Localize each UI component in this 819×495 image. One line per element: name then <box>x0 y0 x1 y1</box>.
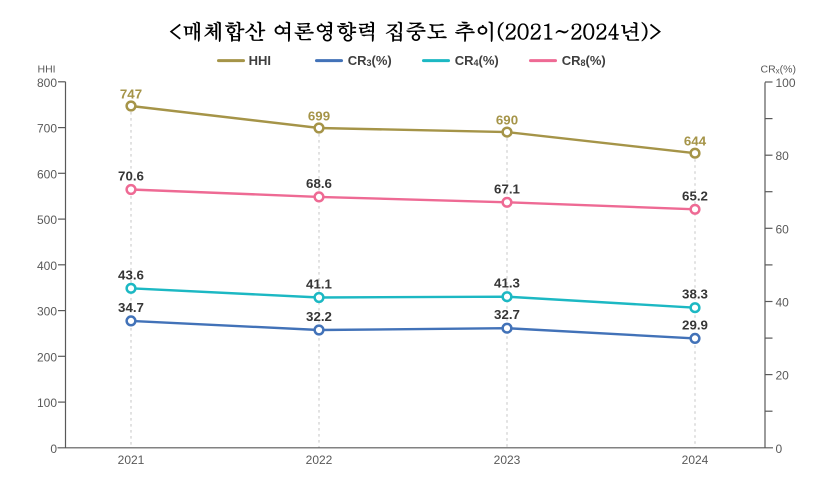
svg-text:80: 80 <box>776 149 790 163</box>
svg-text:644: 644 <box>684 134 707 149</box>
svg-text:0: 0 <box>776 442 783 456</box>
svg-text:32.2: 32.2 <box>306 309 332 324</box>
svg-text:CR3(%): CR3(%) <box>348 53 392 68</box>
svg-text:2024: 2024 <box>682 453 709 467</box>
svg-text:400: 400 <box>37 259 57 273</box>
svg-text:32.7: 32.7 <box>494 307 520 322</box>
svg-text:800: 800 <box>37 76 57 90</box>
svg-text:68.6: 68.6 <box>306 176 332 191</box>
svg-text:20: 20 <box>776 369 790 383</box>
svg-text:CR4(%): CR4(%) <box>455 53 499 68</box>
svg-text:CRx(%): CRx(%) <box>761 64 797 76</box>
svg-text:34.7: 34.7 <box>118 300 144 315</box>
svg-text:67.1: 67.1 <box>494 181 520 196</box>
svg-text:29.9: 29.9 <box>682 317 708 332</box>
svg-text:0: 0 <box>50 442 57 456</box>
svg-text:2021: 2021 <box>118 453 145 467</box>
svg-text:100: 100 <box>776 76 796 90</box>
svg-text:600: 600 <box>37 167 57 181</box>
svg-text:699: 699 <box>308 108 330 123</box>
svg-text:40: 40 <box>776 296 790 310</box>
svg-text:CR8(%): CR8(%) <box>562 53 606 68</box>
svg-text:65.2: 65.2 <box>682 188 708 203</box>
svg-text:HHI: HHI <box>249 53 271 68</box>
svg-text:60: 60 <box>776 222 790 236</box>
svg-text:70.6: 70.6 <box>118 169 144 184</box>
svg-text:200: 200 <box>37 350 57 364</box>
svg-text:747: 747 <box>120 86 142 101</box>
svg-text:41.1: 41.1 <box>306 277 332 292</box>
svg-text:43.6: 43.6 <box>118 267 144 282</box>
svg-text:2023: 2023 <box>494 453 521 467</box>
svg-text:100: 100 <box>37 396 57 410</box>
svg-text:38.3: 38.3 <box>682 287 708 302</box>
svg-text:41.3: 41.3 <box>494 276 520 291</box>
svg-text:500: 500 <box>37 213 57 227</box>
svg-text:300: 300 <box>37 305 57 319</box>
svg-text:700: 700 <box>37 122 57 136</box>
svg-text:HHI: HHI <box>38 64 56 76</box>
svg-text:690: 690 <box>496 113 518 128</box>
svg-text:2022: 2022 <box>306 453 333 467</box>
